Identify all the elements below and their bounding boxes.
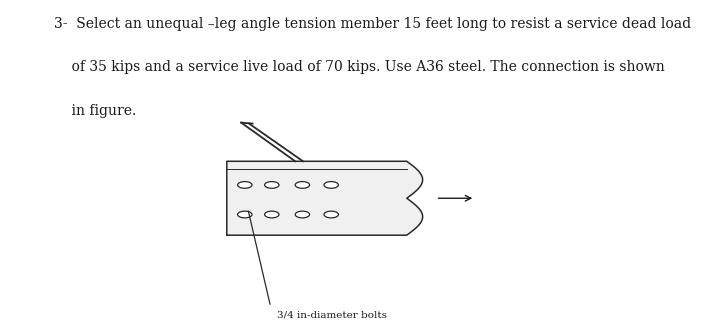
Circle shape <box>238 211 252 218</box>
Circle shape <box>265 211 279 218</box>
Circle shape <box>295 181 310 188</box>
Text: 3-  Select an unequal –leg angle tension member 15 feet long to resist a service: 3- Select an unequal –leg angle tension … <box>54 17 691 31</box>
Text: 3/4 in-diameter bolts: 3/4 in-diameter bolts <box>277 311 387 320</box>
Circle shape <box>265 181 279 188</box>
Circle shape <box>238 181 252 188</box>
Circle shape <box>324 211 338 218</box>
Polygon shape <box>227 161 423 235</box>
Circle shape <box>295 211 310 218</box>
Circle shape <box>324 181 338 188</box>
Text: in figure.: in figure. <box>54 104 136 118</box>
Text: of 35 kips and a service live load of 70 kips. Use A36 steel. The connection is : of 35 kips and a service live load of 70… <box>54 60 665 75</box>
